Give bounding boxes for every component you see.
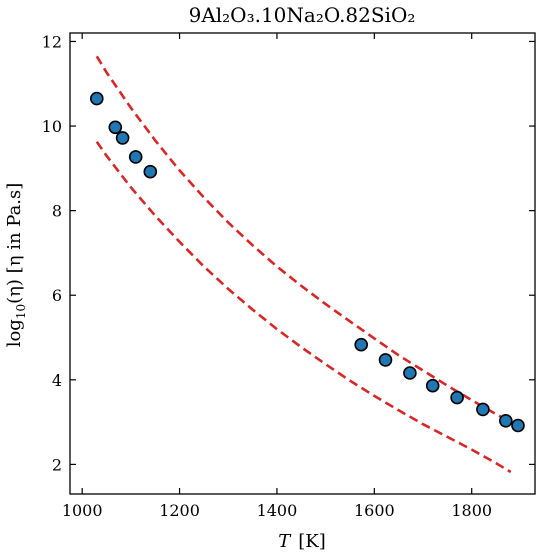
- data-point-9: [425, 378, 440, 393]
- y-tick-label: 12: [42, 32, 62, 51]
- y-tick-label: 4: [52, 371, 62, 390]
- data-point-12: [498, 413, 513, 428]
- y-axis-label-pre: log: [4, 319, 25, 347]
- data-point-4: [128, 150, 143, 164]
- y-tick-label: 10: [42, 117, 62, 136]
- y-tick-label: 8: [52, 202, 62, 221]
- x-axis-label: T [K]: [278, 531, 326, 552]
- y-axis-label: log10(η) [η in Pa.s]: [4, 183, 28, 348]
- chart-title: 9Al₂O₃.10Na₂O.82SiO₂: [189, 3, 416, 27]
- x-tick-label: 1000: [62, 501, 103, 520]
- y-tick-label: 2: [52, 455, 62, 474]
- plot-frame: [69, 32, 536, 495]
- ticks-layer: 1000 1200 1400 1600 1800 2 4 6 8 10 12: [42, 32, 535, 520]
- data-point-7: [378, 353, 393, 367]
- series-layer: [95, 55, 512, 474]
- data-point-5: [143, 164, 158, 179]
- data-point-13: [511, 418, 525, 433]
- data-point-10: [450, 390, 464, 405]
- bound-curve-1: [95, 55, 512, 424]
- x-tick-label: 1400: [257, 501, 298, 520]
- data-point-6: [354, 337, 369, 352]
- y-axis-label-sub: 10: [14, 304, 28, 319]
- data-point-3: [115, 131, 130, 145]
- x-tick-label: 1600: [354, 501, 395, 520]
- x-axis-var: T: [278, 531, 292, 552]
- data-point-8: [403, 366, 417, 380]
- bound-curve-2: [95, 140, 512, 474]
- data-point-2: [108, 120, 123, 135]
- x-tick-label: 1800: [451, 501, 492, 520]
- data-point-11: [476, 402, 490, 417]
- x-axis-unit: [K]: [298, 531, 326, 552]
- data-point-1: [90, 91, 104, 106]
- y-tick-label: 6: [52, 286, 62, 305]
- x-tick-label: 1200: [159, 501, 200, 520]
- points-layer: [90, 91, 525, 433]
- y-axis-label-post: (η) [η in Pa.s]: [4, 183, 25, 304]
